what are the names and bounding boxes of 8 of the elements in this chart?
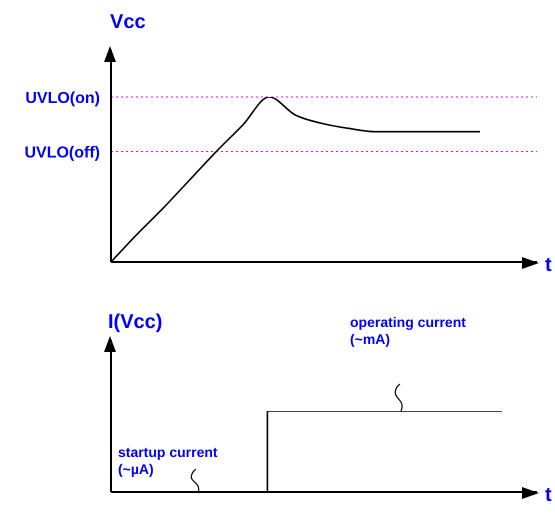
ref-line-label: UVLO(off)	[24, 144, 100, 162]
y-axis-title: I(Vcc)	[108, 311, 162, 333]
x-axis-title: t	[545, 254, 552, 276]
x-axis-title: t	[545, 484, 552, 506]
text: operating current (~mA)	[350, 314, 467, 348]
y-axis-title: Vcc	[110, 11, 146, 33]
annotation: startup current (~µA)	[118, 444, 219, 478]
ref-line-label: UVLO(on)	[25, 90, 100, 107]
